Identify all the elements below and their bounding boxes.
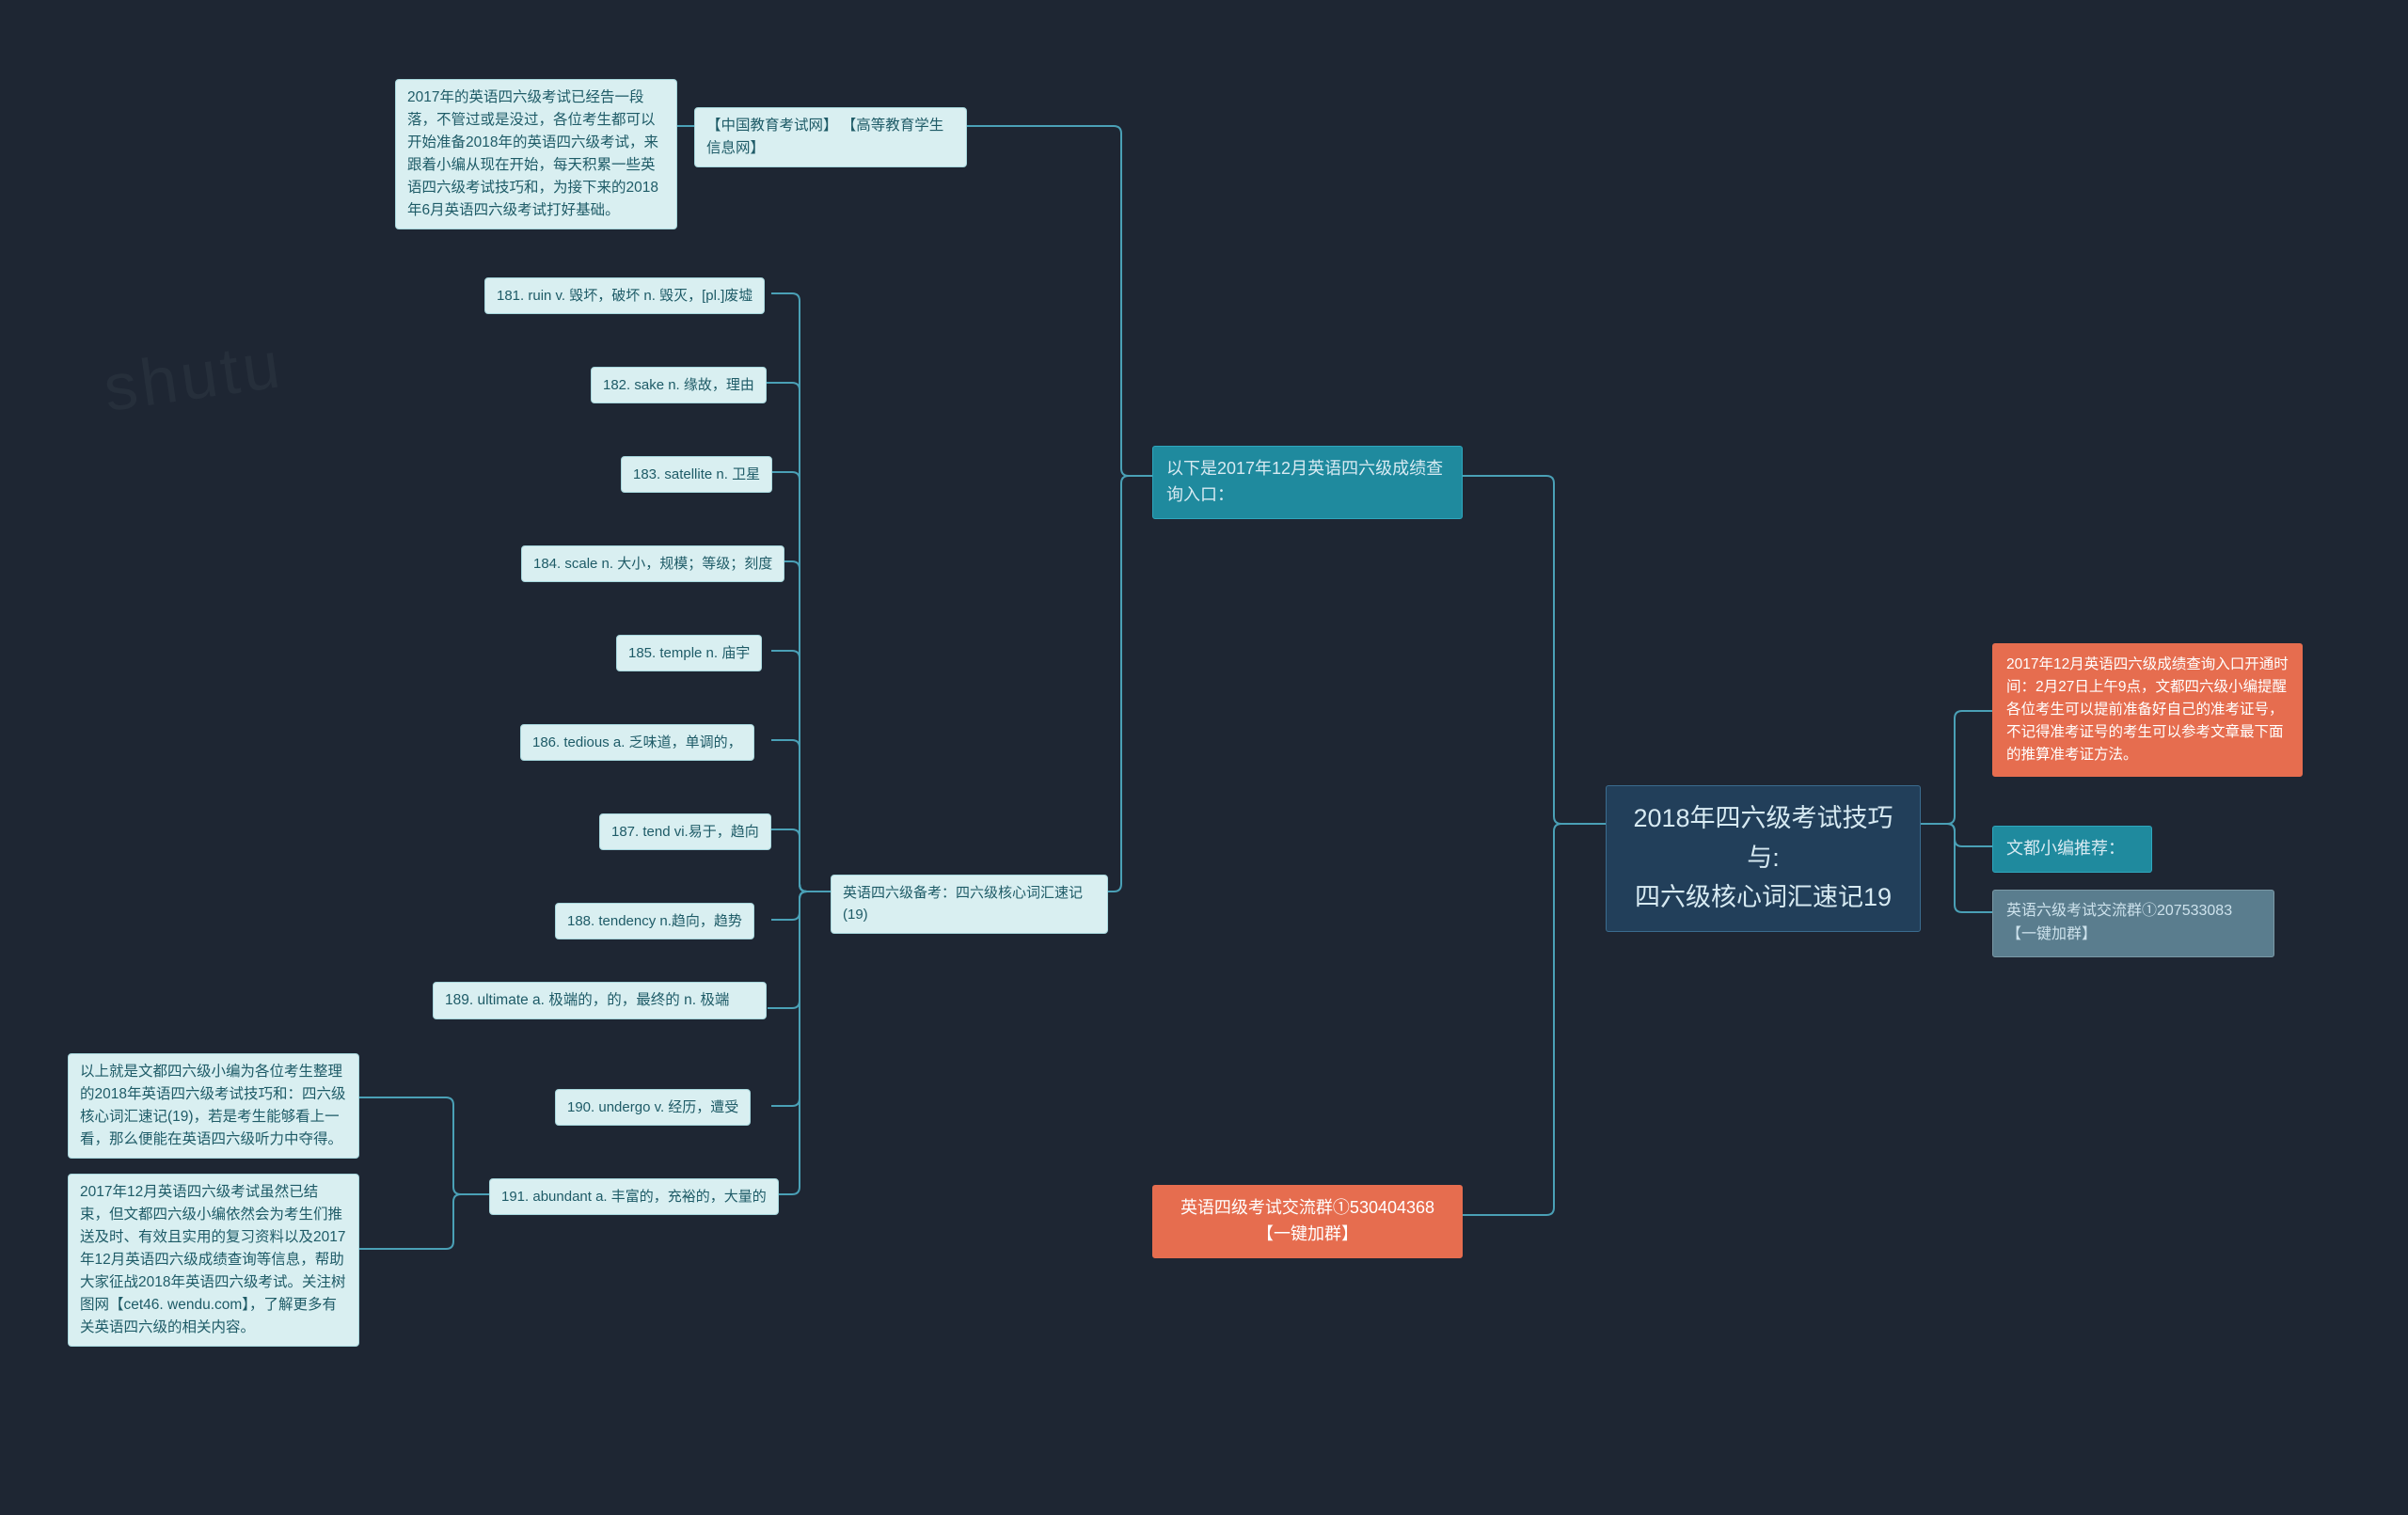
root-node[interactable]: 2018年四六级考试技巧与: 四六级核心词汇速记19	[1606, 785, 1921, 932]
score-entry-node[interactable]: 以下是2017年12月英语四六级成绩查询入口：	[1152, 446, 1463, 519]
word-191[interactable]: 191. abundant a. 丰富的，充裕的，大量的	[489, 1178, 779, 1215]
word-182[interactable]: 182. sake n. 缘故，理由	[591, 367, 767, 403]
root-line1: 2018年四六级考试技巧与:	[1627, 799, 1899, 878]
root-line2: 四六级核心词汇速记19	[1627, 878, 1899, 918]
section-node[interactable]: 英语四六级备考：四六级核心词汇速记(19)	[831, 875, 1108, 934]
watermark: shutu	[99, 326, 288, 426]
right-recommend[interactable]: 文都小编推荐：	[1992, 826, 2152, 873]
word-189[interactable]: 189. ultimate a. 极端的，的，最终的 n. 极端	[433, 982, 767, 1019]
group4-node[interactable]: 英语四级考试交流群①530404368 【一键加群】	[1152, 1185, 1463, 1258]
intro-node: 2017年的英语四六级考试已经告一段落，不管过或是没过，各位考生都可以开始准备2…	[395, 79, 677, 229]
right-group6[interactable]: 英语六级考试交流群①207533083【一键加群】	[1992, 890, 2274, 957]
right-orange-note[interactable]: 2017年12月英语四六级成绩查询入口开通时间：2月27日上午9点，文都四六级小…	[1992, 643, 2303, 777]
outro-node: 2017年12月英语四六级考试虽然已结束，但文都四六级小编依然会为考生们推送及时…	[68, 1174, 359, 1347]
word-187[interactable]: 187. tend vi.易于，趋向	[599, 813, 771, 850]
word-188[interactable]: 188. tendency n.趋向，趋势	[555, 903, 754, 939]
summary-node: 以上就是文都四六级小编为各位考生整理的2018年英语四六级考试技巧和：四六级核心…	[68, 1053, 359, 1159]
word-181[interactable]: 181. ruin v. 毁坏，破坏 n. 毁灭，[pl.]废墟	[484, 277, 765, 314]
word-190[interactable]: 190. undergo v. 经历，遭受	[555, 1089, 751, 1126]
word-183[interactable]: 183. satellite n. 卫星	[621, 456, 772, 493]
word-184[interactable]: 184. scale n. 大小，规模；等级；刻度	[521, 545, 784, 582]
word-186[interactable]: 186. tedious a. 乏味道，单调的，	[520, 724, 754, 761]
links-node[interactable]: 【中国教育考试网】 【高等教育学生信息网】	[694, 107, 967, 167]
word-185[interactable]: 185. temple n. 庙宇	[616, 635, 762, 671]
